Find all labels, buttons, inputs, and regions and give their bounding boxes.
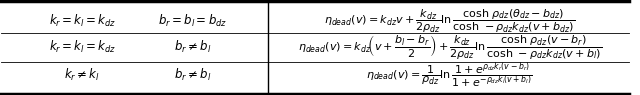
Text: $b_r \neq b_l$: $b_r \neq b_l$: [173, 39, 211, 55]
Text: $k_r = k_l = k_{dz}$: $k_r = k_l = k_{dz}$: [49, 13, 116, 29]
Text: $\eta_{dead}(v) = k_{dz}v + \dfrac{k_{dz}}{2\rho_{dz}} \ln \dfrac{\cosh\,\rho_{d: $\eta_{dead}(v) = k_{dz}v + \dfrac{k_{dz…: [324, 8, 575, 35]
Text: $b_r \neq b_l$: $b_r \neq b_l$: [173, 67, 211, 83]
Text: $\eta_{dead}(v) = k_{dz}\!\left(v + \dfrac{b_l-b_r}{2}\right) + \dfrac{k_{dz}}{2: $\eta_{dead}(v) = k_{dz}\!\left(v + \dfr…: [298, 33, 602, 61]
Text: $\eta_{dead}(v) = \dfrac{1}{\rho_{dz}} \ln \dfrac{1+e^{\rho_{dz}k_r(v-b_r)}}{1+e: $\eta_{dead}(v) = \dfrac{1}{\rho_{dz}} \…: [366, 60, 533, 90]
Text: $k_r = k_l = k_{dz}$: $k_r = k_l = k_{dz}$: [49, 39, 116, 55]
Text: $b_r = b_l = b_{dz}$: $b_r = b_l = b_{dz}$: [157, 13, 227, 29]
Text: $k_r \neq k_l$: $k_r \neq k_l$: [65, 67, 100, 83]
